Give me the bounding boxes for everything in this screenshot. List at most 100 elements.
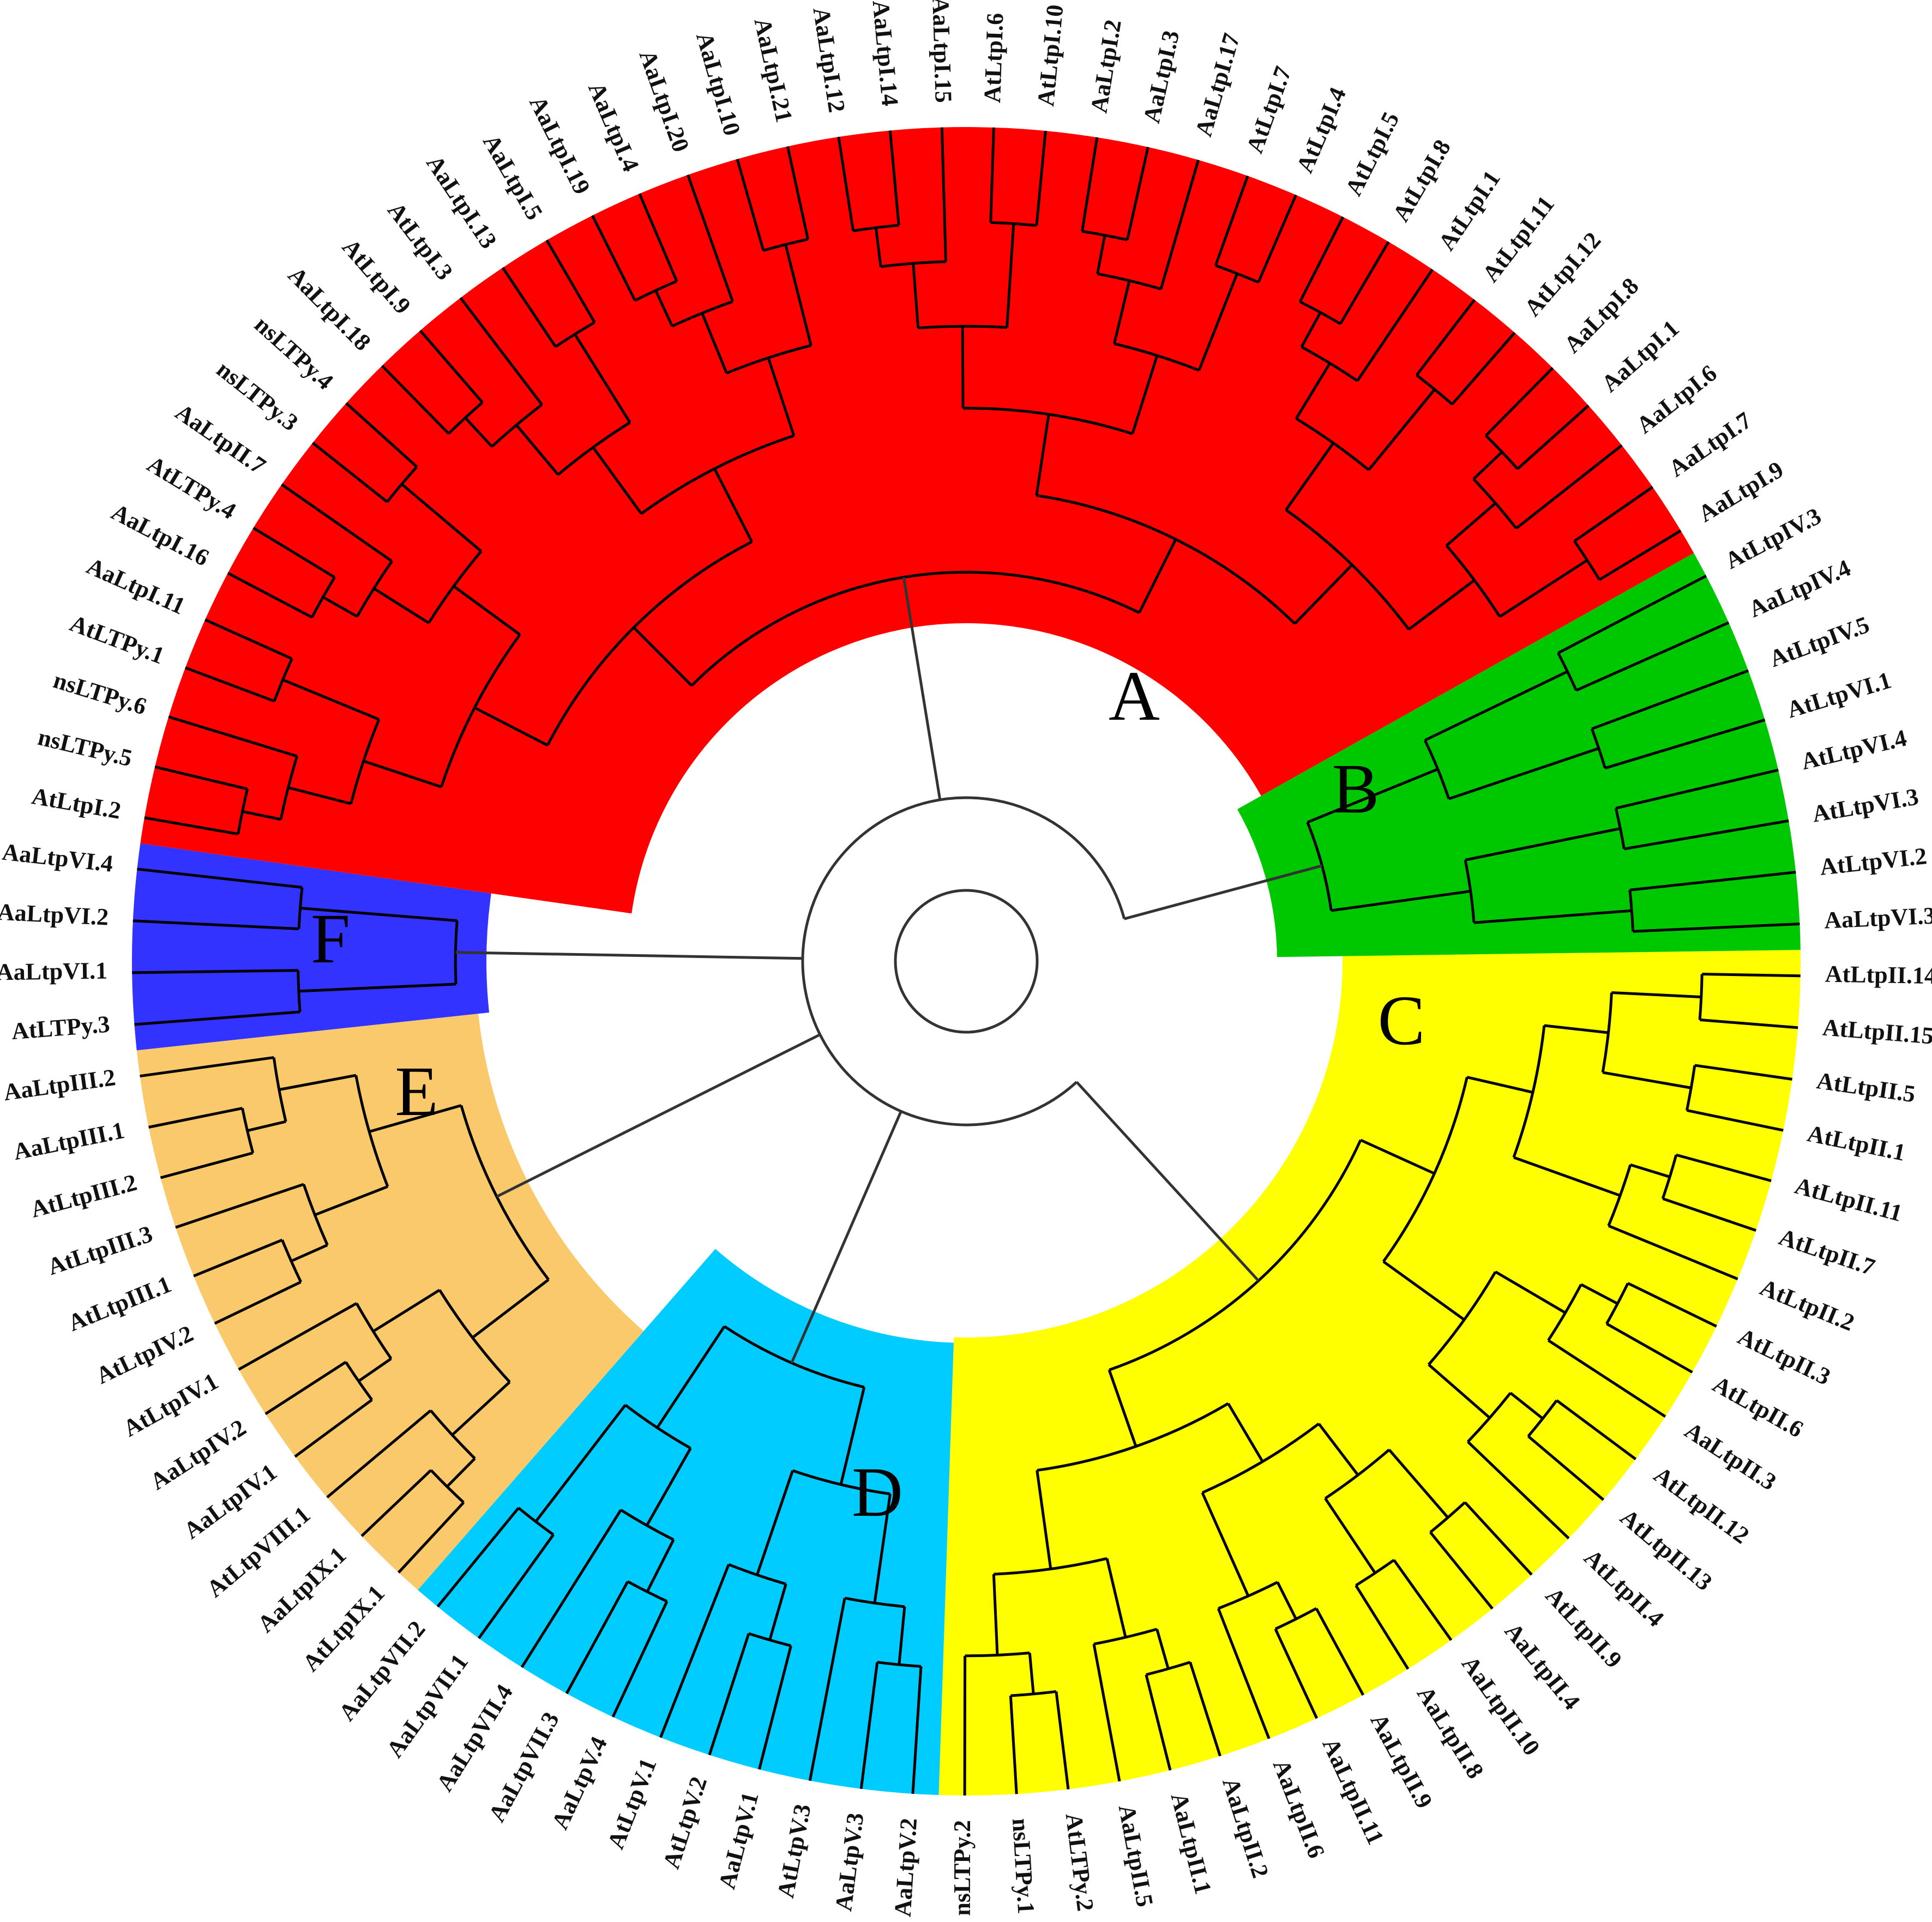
branch — [1495, 1270, 1566, 1314]
branch — [1598, 529, 1682, 581]
branch — [1499, 559, 1588, 618]
branch — [204, 618, 293, 660]
branch — [134, 1010, 300, 1026]
leaf-label: AaLtpIII.1 — [11, 1117, 127, 1165]
leaf-label: AtLtpII.3 — [1734, 1323, 1834, 1390]
branch — [1257, 194, 1297, 283]
branch-arc — [726, 344, 811, 375]
branch — [1055, 1691, 1070, 1790]
leaf-label: AtLtpII.2 — [1756, 1274, 1858, 1336]
branch — [193, 1238, 283, 1278]
branch-arc — [1010, 1690, 1057, 1697]
branch — [1189, 1661, 1221, 1757]
root-arc — [801, 796, 1126, 1126]
branch — [646, 1539, 675, 1593]
leaf-label: AtLtpVI.4 — [1798, 725, 1909, 775]
center-circle — [894, 889, 1039, 1034]
branch — [1602, 1071, 1692, 1089]
branch-arc — [1274, 1607, 1317, 1630]
leaf-label: AaLtpI.1 — [1596, 315, 1684, 397]
branch — [1513, 1156, 1621, 1197]
branch — [1276, 1581, 1297, 1620]
clade-wedge-F — [132, 843, 491, 1051]
branch — [282, 678, 380, 721]
branch — [1009, 1695, 1018, 1794]
leaf-label: AtLtpVI.2 — [1819, 842, 1928, 881]
branch — [1627, 1282, 1717, 1328]
branch — [1285, 442, 1335, 511]
leaf-label: AtLtpV.2 — [658, 1774, 712, 1872]
branch — [646, 1447, 692, 1526]
branch-arc — [440, 634, 521, 787]
branch — [1035, 130, 1047, 226]
leaf-label: AaLtpII.5 — [1114, 1803, 1159, 1909]
branch-arc — [1428, 1271, 1497, 1366]
leaf-label: AaLtpII.1 — [1166, 1790, 1217, 1897]
branch — [873, 1493, 892, 1604]
leaf-label: AaLtpI.16 — [107, 498, 214, 571]
branch — [1300, 311, 1322, 348]
branch — [701, 312, 728, 374]
branch-arc — [1355, 1559, 1395, 1587]
leaf-label: AtLtpI.4 — [1291, 83, 1351, 177]
tree-branches — [132, 127, 1801, 1796]
leaf-label: AaLtpVI.2 — [0, 899, 109, 931]
branch-arc — [1429, 1501, 1466, 1534]
branch-arc — [350, 719, 381, 804]
branch — [1324, 1497, 1376, 1574]
branch — [1112, 280, 1131, 344]
clade-wedge-D — [418, 1249, 954, 1796]
leaf-label: AaLtpI.11 — [83, 552, 189, 619]
branch — [888, 130, 900, 226]
branch — [1035, 414, 1050, 496]
branch — [459, 297, 543, 406]
branch — [1699, 1018, 1798, 1029]
leaf-label: AtLtpIII.3 — [44, 1220, 156, 1280]
branch — [140, 1056, 274, 1078]
branch — [1368, 388, 1436, 471]
branch — [326, 1409, 432, 1499]
root-branch — [1075, 1081, 1260, 1282]
branch — [252, 527, 335, 579]
branch — [713, 468, 754, 543]
branch-arc — [297, 887, 304, 929]
branch-arc — [1661, 1154, 1678, 1200]
branch — [911, 1666, 923, 1794]
branch-arc — [297, 970, 302, 1013]
branch — [453, 585, 521, 636]
leaf-label: AtLtpIV.1 — [119, 1367, 223, 1442]
branch — [471, 1278, 550, 1339]
clade-wedge-E — [136, 1014, 644, 1590]
leaf-label: AtLtpII.1 — [1805, 1120, 1907, 1166]
branch-arc — [310, 576, 336, 618]
branch — [345, 402, 418, 468]
branch — [1355, 1584, 1410, 1670]
leaf-label: AtLtpIII.1 — [64, 1271, 175, 1337]
branch — [175, 1183, 304, 1229]
leaf-label: AaLtpI.3 — [1138, 28, 1184, 125]
leaf-label: AaLtpV.1 — [713, 1790, 763, 1892]
branch-arc — [877, 1661, 922, 1668]
branch — [1388, 1449, 1449, 1519]
leaf-label: AaLtpVI.3 — [1823, 902, 1932, 934]
clade-wedge-A — [140, 127, 1694, 914]
branch — [1096, 234, 1106, 274]
branch — [154, 766, 248, 791]
clade-letter-C: C — [1378, 981, 1425, 1060]
branch — [360, 1469, 432, 1538]
branch — [989, 127, 995, 223]
branch-arc — [557, 421, 631, 476]
branch-arc — [1201, 1423, 1320, 1494]
branch — [687, 174, 734, 302]
branch — [300, 906, 458, 922]
leaf-label: AaLtpV.2 — [889, 1817, 923, 1918]
branch — [1608, 1224, 1738, 1281]
branch — [1006, 224, 1015, 328]
branch — [520, 1509, 622, 1668]
branch — [592, 446, 643, 515]
branch — [419, 329, 484, 403]
branch — [279, 1074, 357, 1091]
branch-arc — [965, 1652, 1030, 1658]
branch — [1515, 444, 1623, 530]
leaf-label: AtLtpII.7 — [1775, 1224, 1878, 1281]
